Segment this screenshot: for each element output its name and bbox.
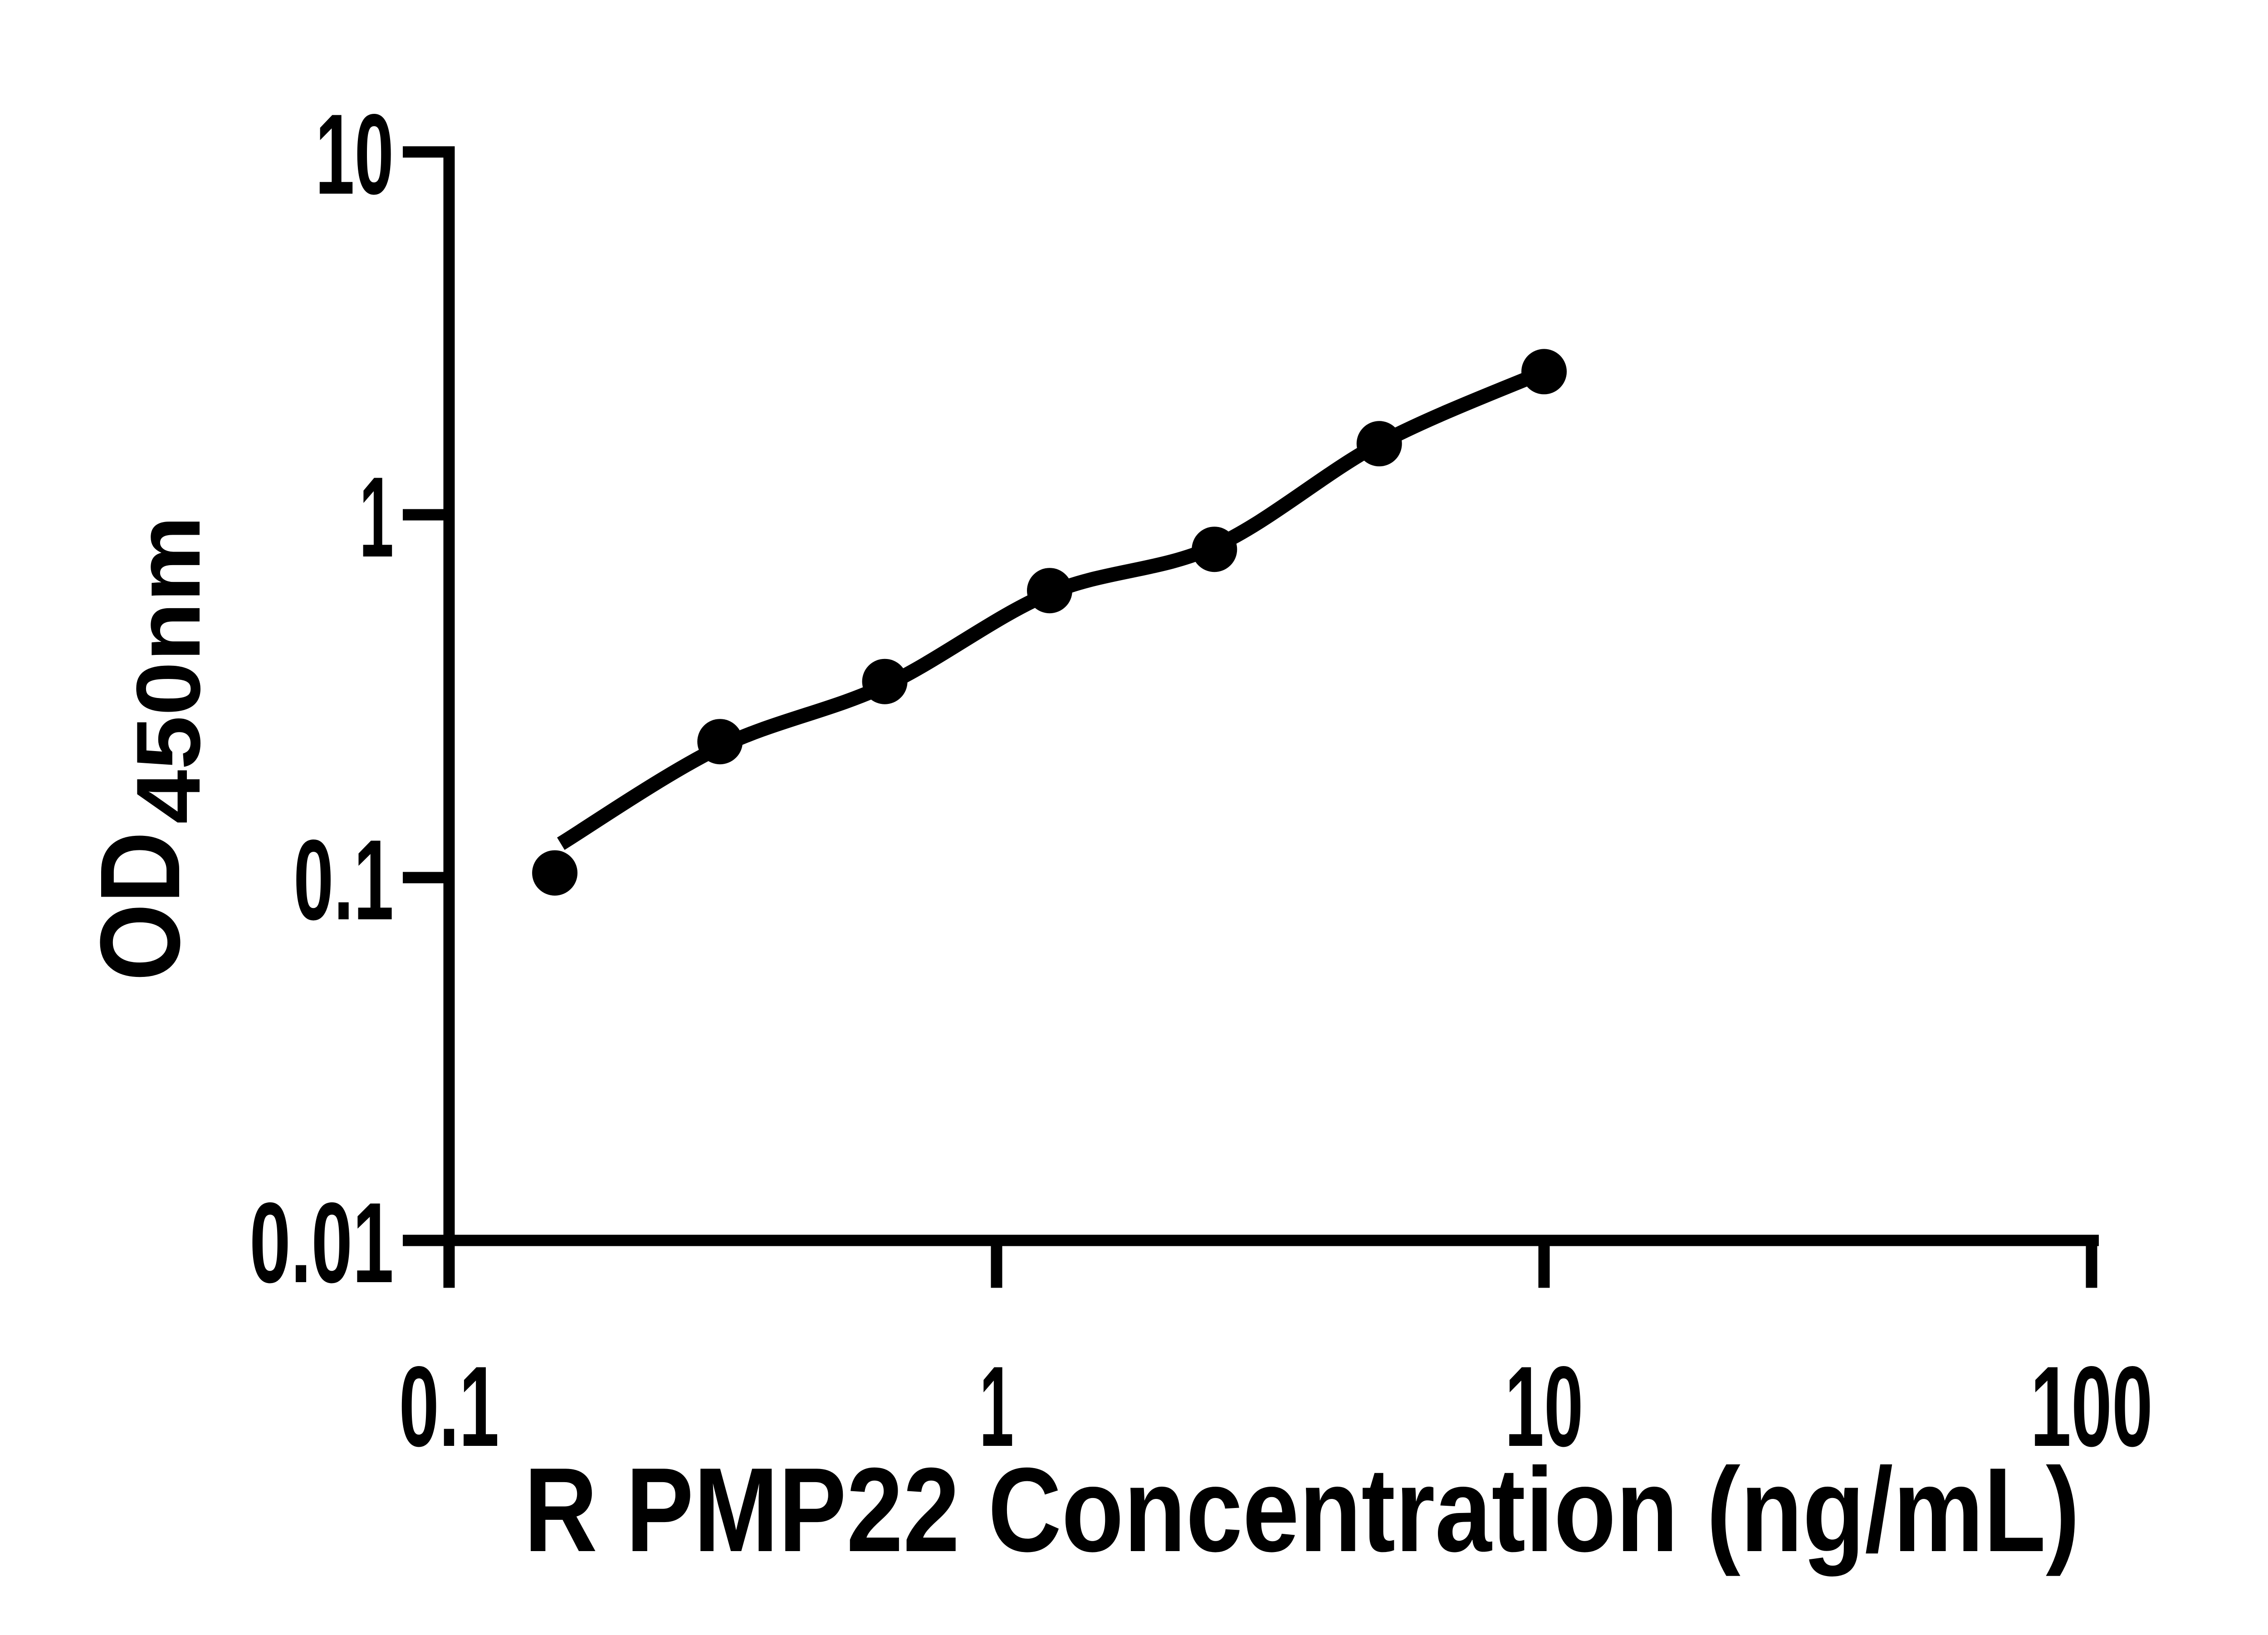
y-tick-mark [403,872,449,883]
x-tick-mark [991,1235,1002,1288]
axes [403,146,2099,1246]
x-tick-label: 1 [979,1343,1014,1470]
x-ticks: 0.1 1 10 100 [399,1235,2153,1470]
x-tick-label: 10 [1505,1343,1584,1470]
x-tick-mark [1538,1235,1550,1288]
y-tick-mark [403,146,449,158]
y-axis-title-main: OD [77,831,203,981]
y-axis-title: OD 450nm [77,516,219,981]
data-point [532,850,578,896]
data-point [1356,421,1402,467]
y-tick-label: 1 [359,454,394,581]
data-points [532,349,1567,896]
data-point [1521,349,1567,395]
x-tick-mark [443,1235,455,1288]
x-tick-label: 0.1 [399,1343,499,1470]
x-axis-title: R PMP22 Concentration (ng/mL) [524,1443,2080,1577]
y-tick-label: 0.01 [249,1179,394,1307]
y-ticks: 10 1 0.1 0.01 [249,91,449,1307]
y-axis-line [443,146,455,1246]
x-axis-line [403,1235,2099,1246]
y-tick-label: 0.1 [293,816,394,944]
data-point [1027,568,1072,614]
y-axis-title-subscript: 450nm [118,516,219,824]
y-tick-label: 10 [315,91,394,218]
x-tick-mark [2086,1235,2097,1288]
data-point [862,659,908,704]
x-tick-label: 100 [2030,1343,2153,1470]
y-tick-mark [403,509,449,521]
y-tick-mark [403,1235,449,1246]
data-point [1192,527,1237,572]
data-point [697,719,743,765]
